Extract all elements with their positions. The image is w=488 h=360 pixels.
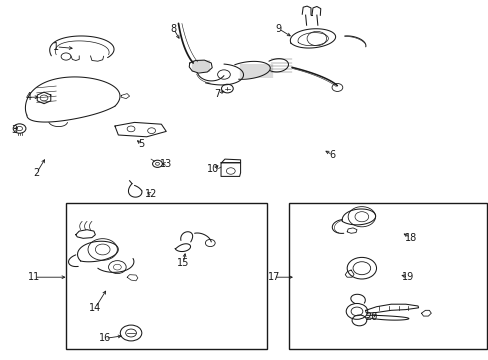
Text: 16: 16 bbox=[99, 333, 111, 343]
Text: 7: 7 bbox=[214, 89, 220, 99]
Text: 11: 11 bbox=[28, 272, 41, 282]
Text: 3: 3 bbox=[12, 125, 18, 135]
Text: 18: 18 bbox=[404, 233, 416, 243]
Bar bbox=[66, 203, 266, 349]
Text: 14: 14 bbox=[89, 303, 102, 313]
Text: 10: 10 bbox=[206, 164, 219, 174]
Text: 1: 1 bbox=[53, 42, 59, 52]
Text: 8: 8 bbox=[170, 24, 176, 34]
Text: 6: 6 bbox=[329, 150, 335, 160]
Text: 20: 20 bbox=[365, 312, 377, 322]
Text: 12: 12 bbox=[145, 189, 158, 199]
Text: 15: 15 bbox=[177, 258, 189, 268]
Text: 19: 19 bbox=[401, 272, 414, 282]
Text: 2: 2 bbox=[34, 168, 40, 178]
Text: 4: 4 bbox=[25, 92, 31, 102]
Text: 9: 9 bbox=[275, 24, 281, 34]
Text: 13: 13 bbox=[160, 159, 172, 169]
Text: 5: 5 bbox=[139, 139, 144, 149]
Text: 17: 17 bbox=[267, 272, 280, 282]
Bar bbox=[288, 203, 486, 349]
